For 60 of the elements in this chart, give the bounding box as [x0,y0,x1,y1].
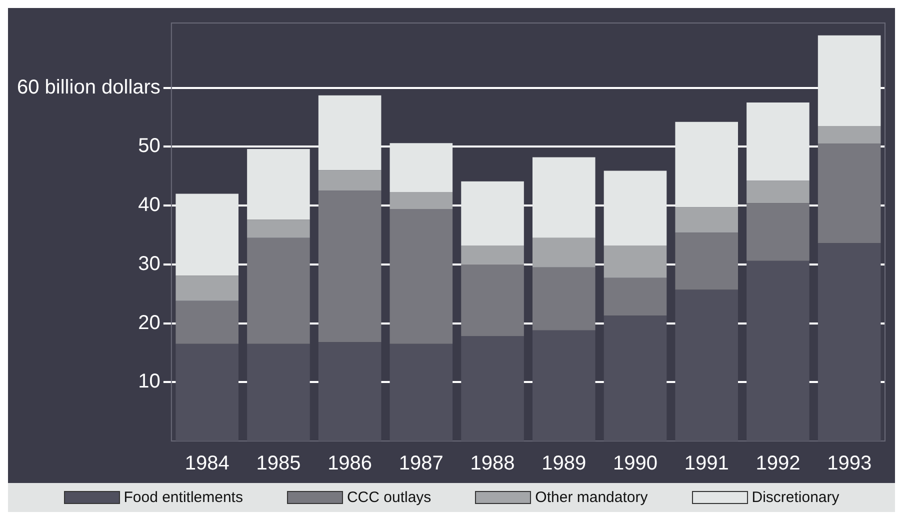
bar [746,180,810,204]
bar [532,267,596,330]
x-tick-label: 1992 [756,452,800,475]
bar [318,342,382,441]
bar [247,220,310,238]
bar [818,35,881,126]
bar [532,157,596,238]
bar [532,238,596,268]
bar [247,344,310,441]
y-tick-label: 10 [138,370,160,393]
legend-label: Discretionary [752,489,840,506]
bar [318,95,382,170]
bar [247,238,310,344]
bar [461,181,524,246]
bar [675,290,738,441]
bar [818,126,881,144]
y-tick-label: 20 [138,312,160,334]
x-tick-label: 1985 [256,452,301,475]
y-tick-label: 30 [138,252,160,275]
bar [604,170,667,246]
y-tick-label: 40 [138,194,160,216]
bar [818,144,881,244]
bar [461,264,524,336]
x-tick-label: 1990 [612,452,658,475]
bar [675,207,738,233]
legend-label: Other mandatory [535,489,648,506]
bar [176,276,238,301]
legend-label: CCC outlays [346,489,432,506]
y-tick-label: 60 billion dollars [16,76,160,98]
bar [746,102,810,181]
x-tick-label: 1991 [684,452,729,475]
bar [176,300,238,344]
bar [532,330,596,441]
bar [390,143,453,192]
bar [675,122,738,208]
bar [461,246,524,264]
bar [247,148,310,220]
bar [318,170,382,191]
x-tick-label: 1987 [398,452,444,475]
y-tick-label: 50 [138,135,160,158]
bar [604,246,667,278]
x-tick-label: 1988 [470,452,515,475]
bar [390,209,453,344]
bar [818,243,881,441]
bar [604,316,667,441]
bar [390,344,453,441]
bar [604,278,667,316]
bar [746,260,810,441]
legend-label: Food entitlements [124,489,243,506]
bar [318,190,382,342]
bar [176,194,238,276]
x-tick-label: 1989 [542,452,586,475]
bar [390,192,453,210]
x-tick-label: 1986 [328,452,372,475]
x-tick-label: 1993 [827,452,872,475]
bar [746,203,810,261]
bar [176,344,238,441]
x-tick-label: 1984 [184,452,230,475]
bar [675,232,738,290]
bar [461,336,524,441]
